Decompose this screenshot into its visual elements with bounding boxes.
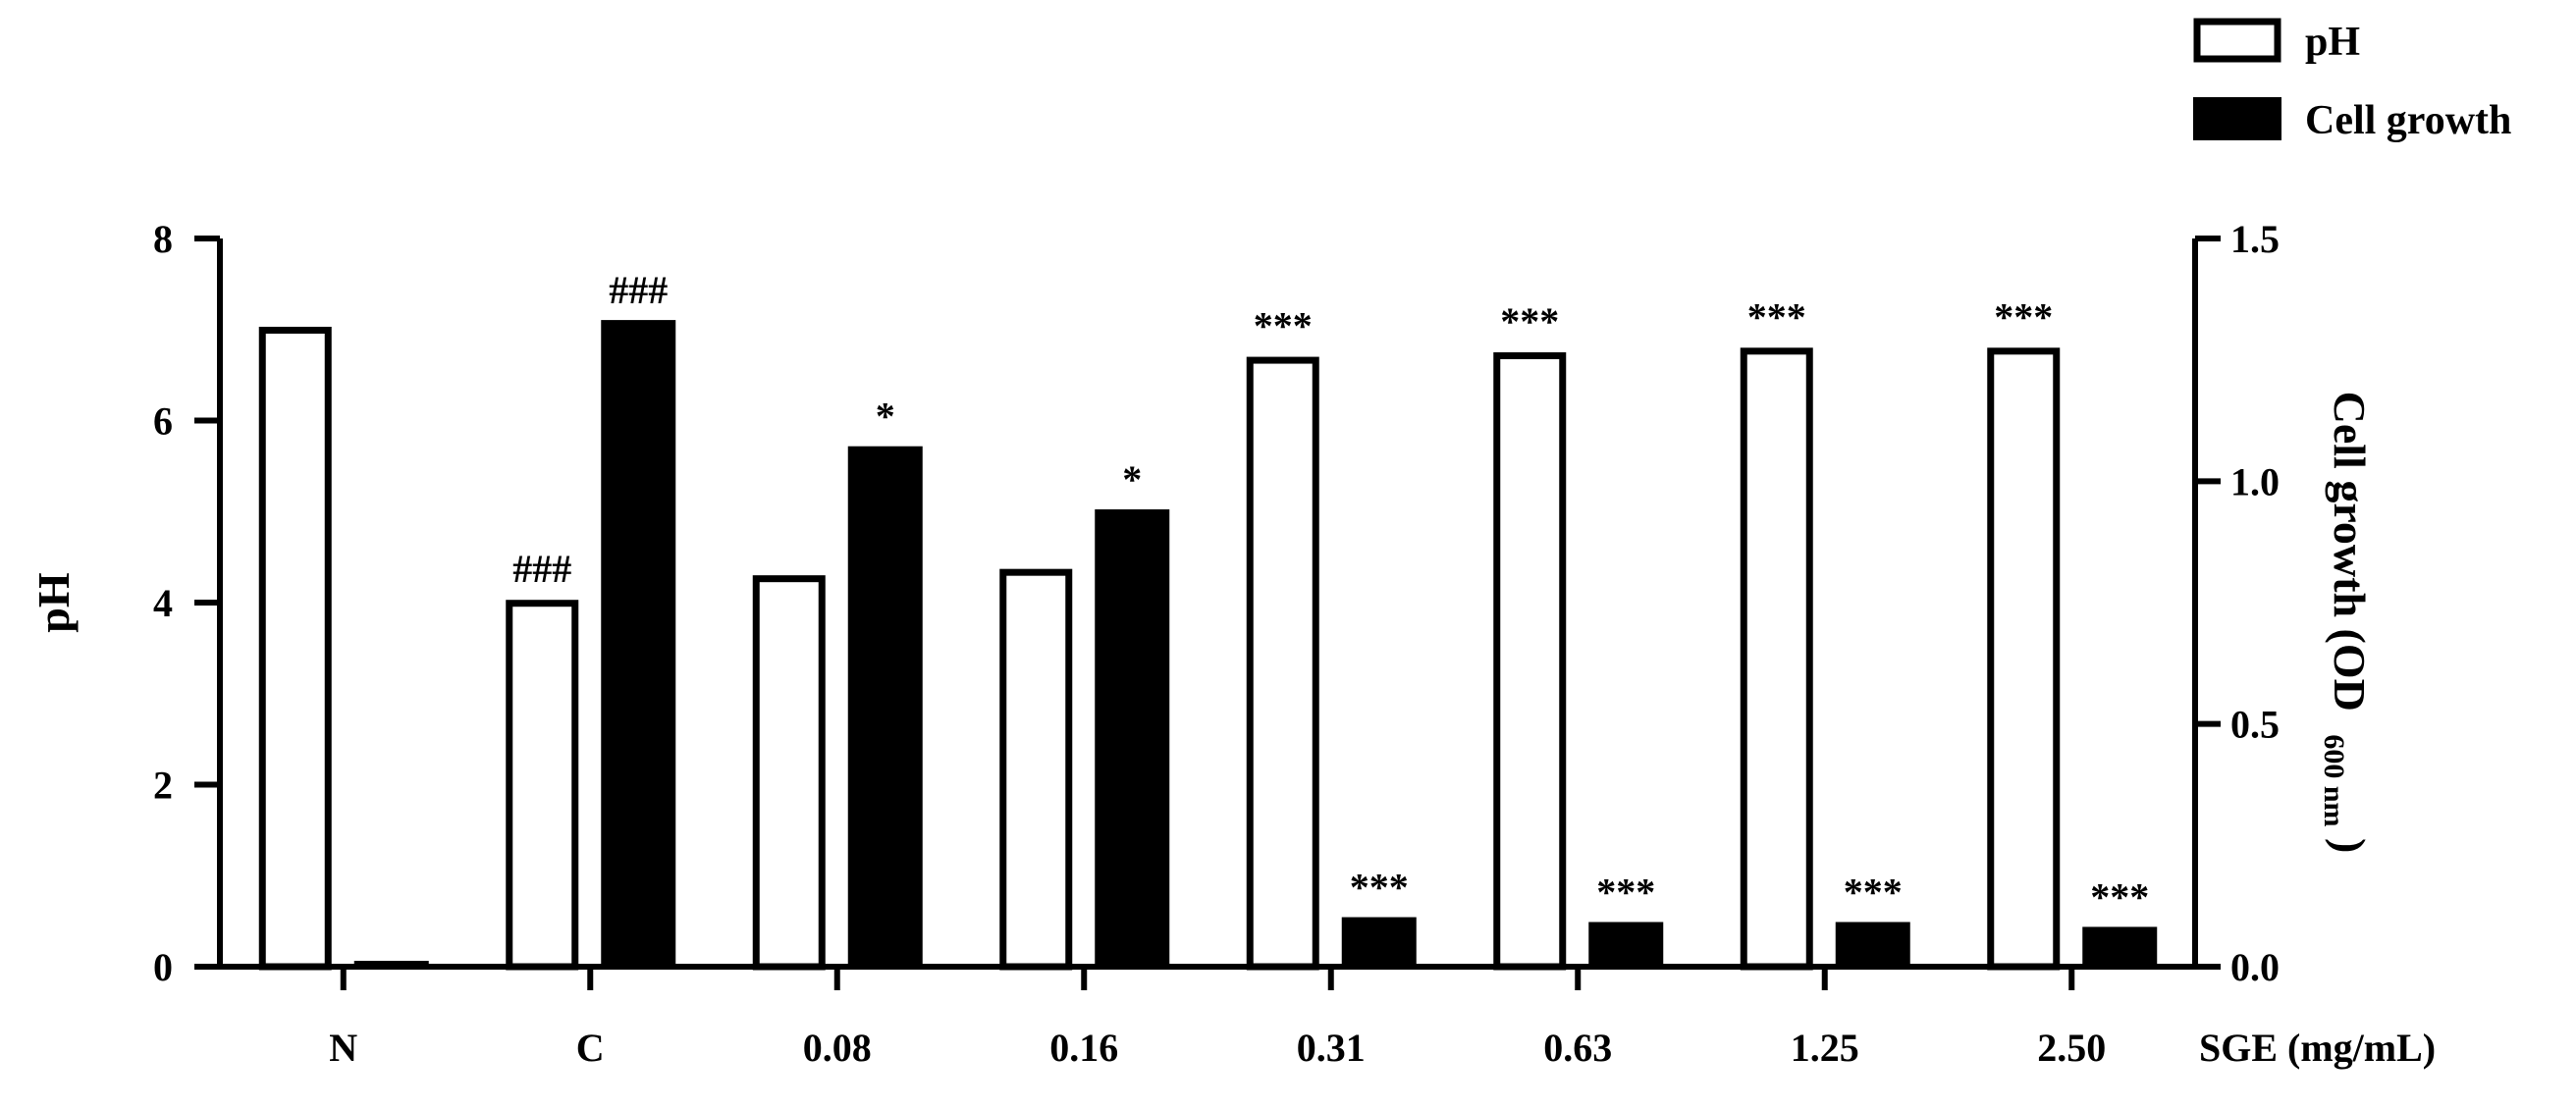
- bar-ph: [258, 326, 332, 971]
- bar-cell-growth: [601, 320, 676, 968]
- x-tick-label: 0.63: [1543, 1026, 1612, 1070]
- y-tick-label-left: 0: [153, 945, 173, 989]
- annotations: ######**************************: [512, 268, 2149, 919]
- y-axis-title-left: pH: [28, 572, 79, 633]
- bar-ph: [752, 575, 826, 971]
- bar-ph: [1740, 347, 1813, 971]
- y-tick-label-right: 1.5: [2230, 217, 2280, 261]
- x-tick-label: 0.16: [1049, 1026, 1118, 1070]
- axes: 0 2 4 6 8 0.0 0.5 1.0 1.5 N C 0.08 0.16 0.31 0.63 1.25 2…: [153, 217, 2280, 1070]
- bar-ph: [1987, 347, 2061, 971]
- significance-mark: ***: [1747, 294, 1806, 339]
- legend: pH Cell growth: [2193, 18, 2511, 143]
- bar-cell-growth: [2082, 926, 2158, 969]
- x-tick-label: 2.50: [2037, 1026, 2106, 1070]
- significance-mark: *: [1122, 457, 1142, 502]
- bar-ph: [1493, 351, 1567, 971]
- y-tick-label-left: 6: [153, 399, 173, 444]
- significance-mark: ***: [1596, 870, 1655, 914]
- bar-ph: [999, 568, 1073, 971]
- x-tick-label: C: [576, 1026, 605, 1070]
- y-axis-title-right-main: Cell growth (OD: [2325, 392, 2375, 712]
- bar-ph: [506, 600, 579, 971]
- y-tick-label-left: 8: [153, 217, 173, 261]
- significance-mark: ***: [1254, 304, 1313, 348]
- x-tick-label: 0.31: [1297, 1026, 1366, 1070]
- bar-cell-growth: [1588, 922, 1664, 968]
- y-tick-label-right: 0.5: [2230, 703, 2280, 747]
- bar-cell-growth: [1341, 917, 1417, 968]
- bar-cell-growth: [1095, 509, 1170, 968]
- significance-mark: *: [876, 395, 895, 439]
- legend-label-cell-growth: Cell growth: [2305, 98, 2511, 143]
- legend-swatch-cell-growth: [2193, 97, 2281, 140]
- legend-label-ph: pH: [2305, 20, 2360, 65]
- bars: [258, 320, 2158, 971]
- y-axis-title-right: Cell growth (OD 600 nm ): [2315, 392, 2375, 854]
- y-tick-label-left: 4: [153, 581, 173, 625]
- significance-mark: ###: [609, 268, 668, 312]
- x-tick-label: 0.08: [803, 1026, 872, 1070]
- significance-mark: ***: [1994, 294, 2053, 339]
- x-axis-unit-label: SGE (mg/mL): [2199, 1026, 2436, 1070]
- y-tick-label-right: 1.0: [2230, 459, 2280, 503]
- significance-mark: ***: [1844, 870, 1903, 914]
- bar-cell-growth: [1835, 922, 1910, 968]
- y-axis-title-right-close: ): [2325, 838, 2375, 853]
- legend-swatch-ph: [2193, 18, 2281, 63]
- bar-cell-growth: [353, 961, 429, 969]
- y-tick-label-right: 0.0: [2230, 945, 2280, 989]
- significance-mark: ***: [2090, 874, 2149, 919]
- significance-mark: ***: [1350, 866, 1409, 910]
- y-tick-label-left: 2: [153, 764, 173, 808]
- x-tick-label: N: [329, 1026, 357, 1070]
- significance-mark: ###: [512, 547, 571, 591]
- significance-mark: ***: [1500, 299, 1559, 343]
- x-tick-label: 1.25: [1791, 1026, 1859, 1070]
- bar-ph: [1246, 356, 1319, 971]
- bar-cell-growth: [847, 446, 923, 968]
- y-axis-title-right-subscript: 600 nm: [2318, 734, 2350, 826]
